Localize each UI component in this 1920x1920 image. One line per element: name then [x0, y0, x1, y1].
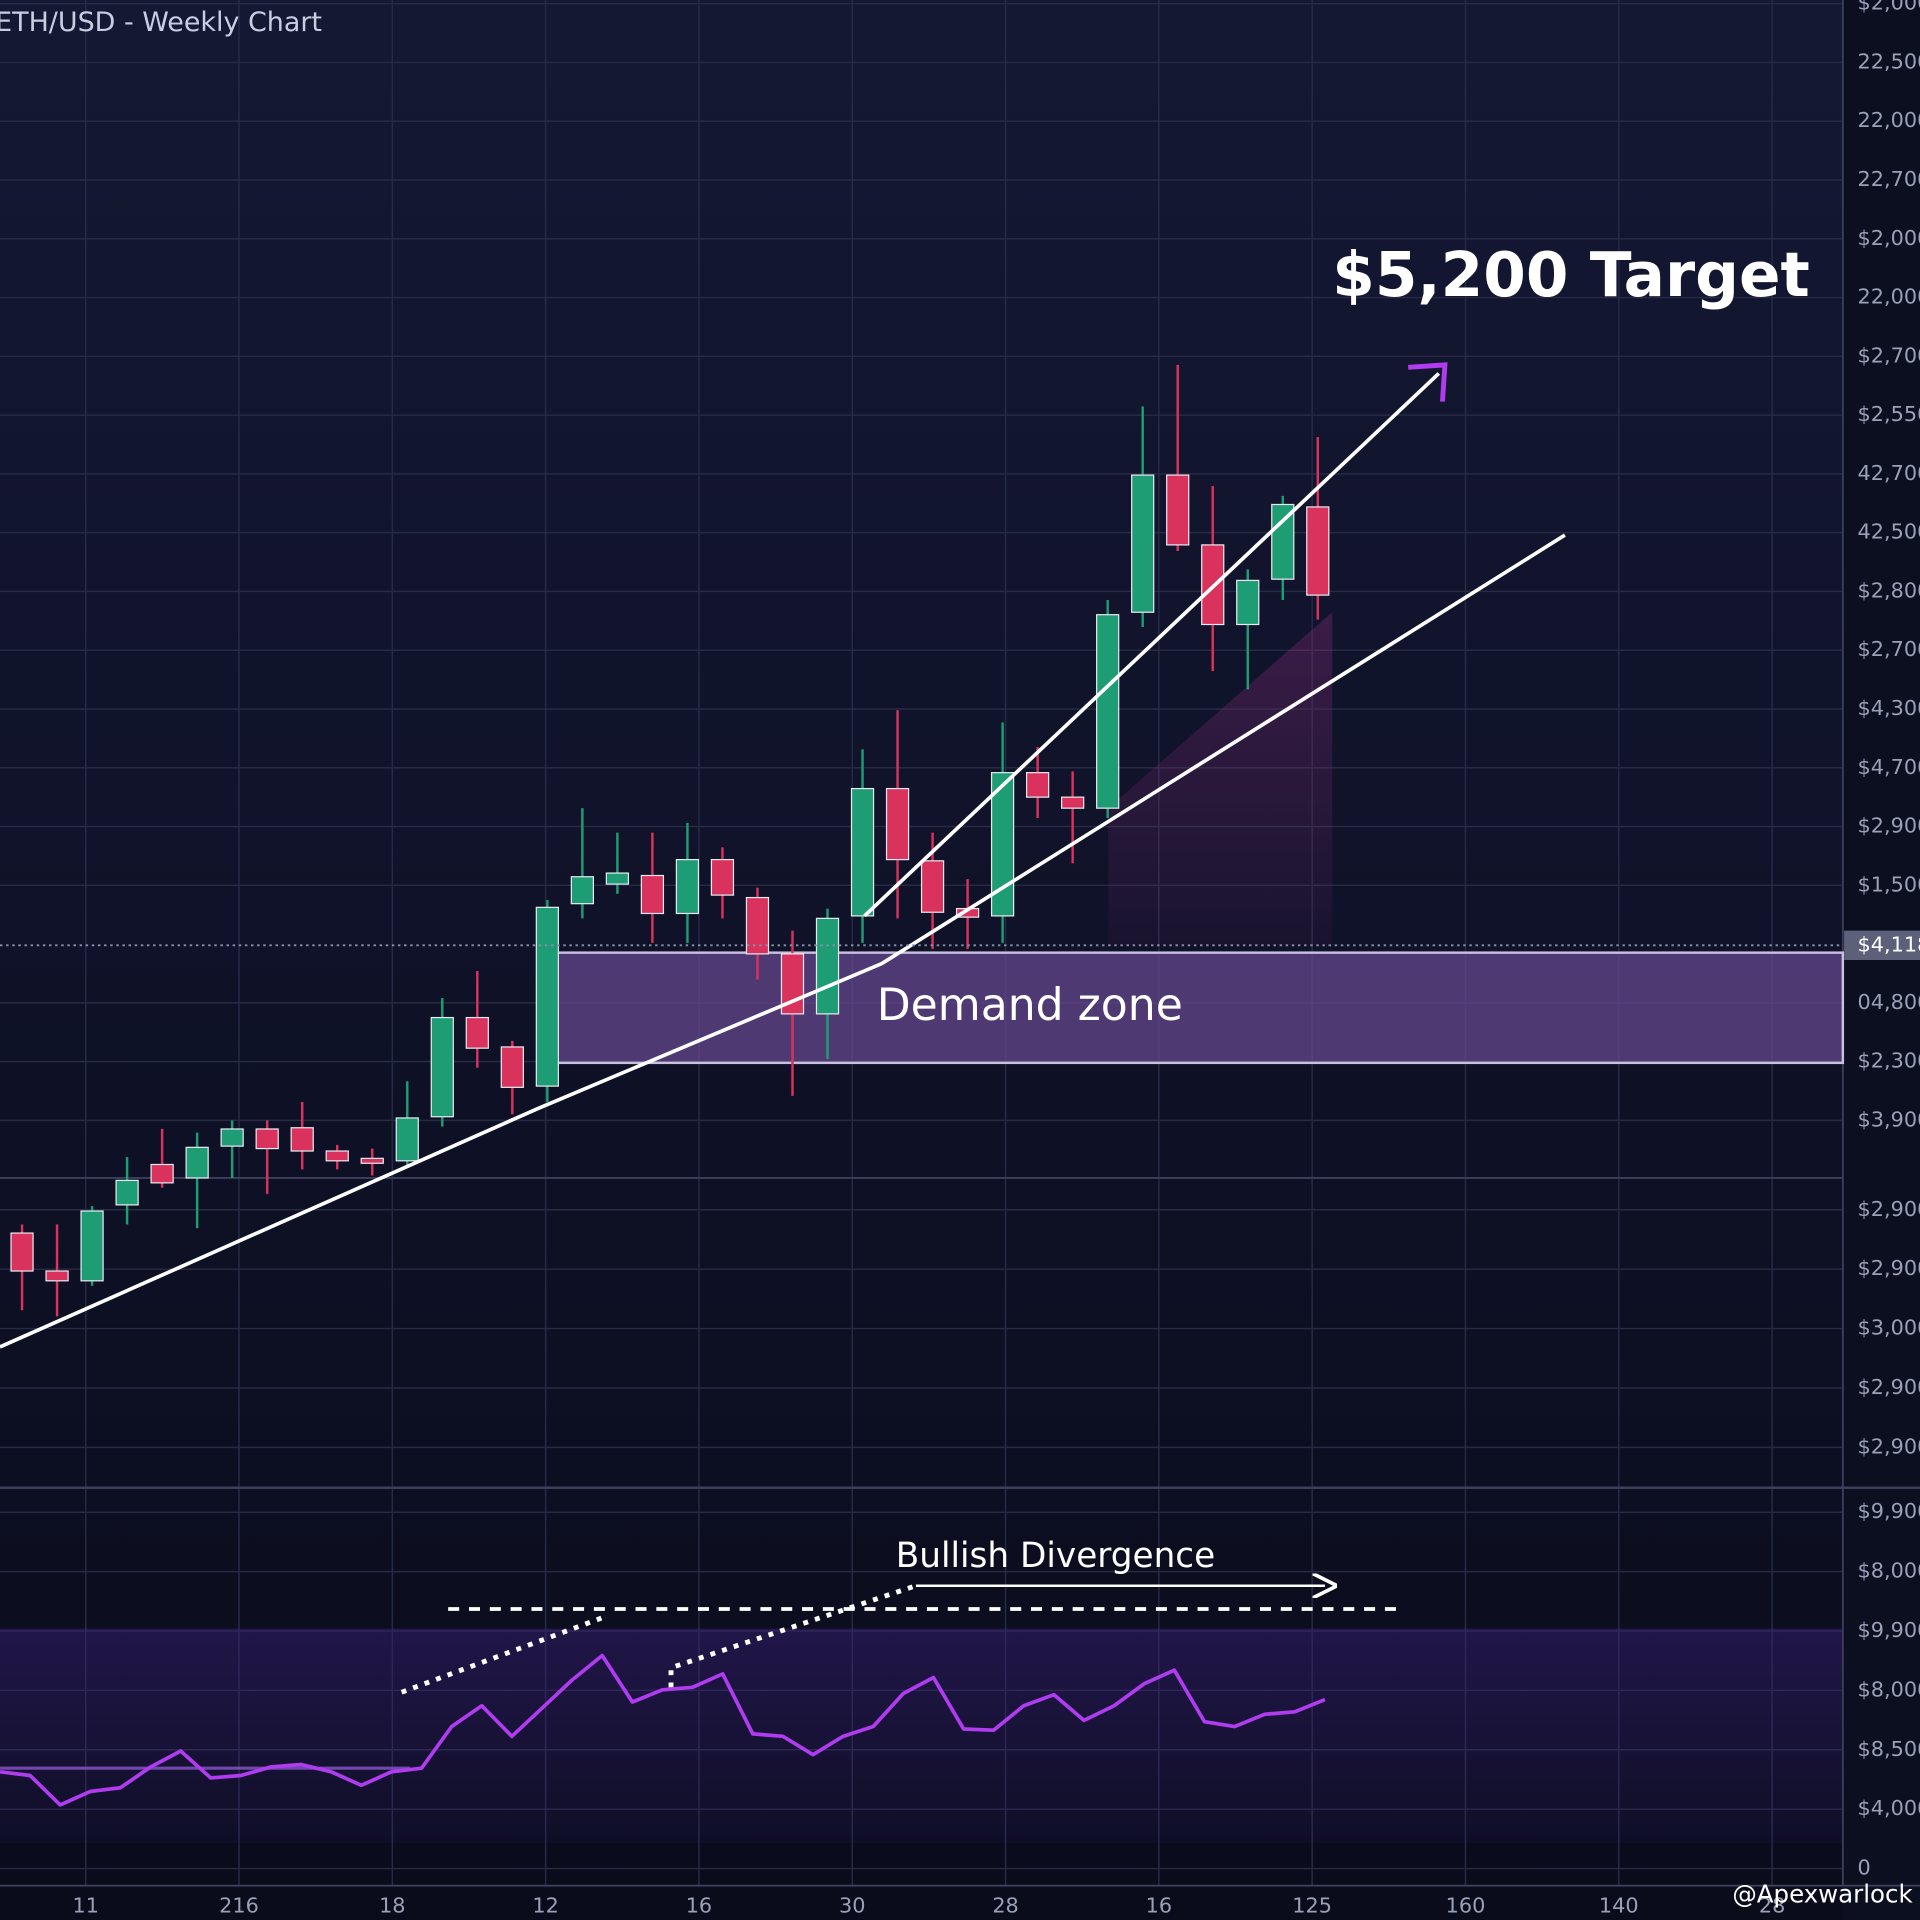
x-tick-label: 28: [992, 1894, 1018, 1918]
candle-body: [640, 874, 665, 915]
candle-body: [885, 787, 910, 861]
candle-body: [45, 1270, 69, 1282]
y-tick-label: $3,000: [1858, 1316, 1920, 1340]
x-tick-label: 16: [686, 1894, 712, 1918]
y-tick-label: $3,900: [1858, 1107, 1920, 1131]
watermark: @Apexwarlock: [1732, 1880, 1913, 1909]
y-tick-label: 22,700: [1858, 167, 1920, 191]
indicator-tick-label: $9,900: [1858, 1618, 1920, 1642]
candle-body: [115, 1179, 139, 1206]
chart-title: ETH/USD - Weekly Chart: [0, 7, 322, 38]
candle-body: [850, 787, 875, 917]
candle-body: [570, 876, 595, 905]
candle-body: [605, 872, 630, 885]
indicator-band: [0, 1628, 1843, 1843]
candle-body: [1096, 614, 1120, 809]
y-tick-label: $1,500: [1858, 872, 1920, 896]
candle-body: [1236, 579, 1260, 626]
y-tick-label: $2,000: [1858, 0, 1920, 15]
y-tick-label: 42,500: [1858, 520, 1920, 544]
target-arrow: [1408, 362, 1448, 402]
candle-body: [535, 906, 559, 1087]
y-tick-label: $2,800: [1858, 578, 1920, 602]
candle-body: [990, 772, 1015, 917]
y-tick-label: 22,000: [1858, 285, 1920, 309]
candle-body: [220, 1128, 244, 1147]
x-tick-label: 160: [1446, 1894, 1486, 1918]
target-line: [863, 372, 1441, 918]
x-tick-label: 11: [72, 1894, 98, 1918]
demand-zone: [549, 951, 1845, 1065]
y-tick-label: $2,900: [1858, 814, 1920, 838]
candle-body: [10, 1232, 34, 1272]
candle-body: [500, 1046, 524, 1088]
indicator-tick-label: $8,500: [1858, 1737, 1920, 1761]
current-price-label: $4,118: [1858, 932, 1920, 956]
trendline: [0, 533, 1566, 1349]
y-tick-label: $2,700: [1858, 343, 1920, 367]
y-tick-label: $2,900: [1858, 1256, 1920, 1280]
candle-body: [1306, 506, 1330, 596]
candle-body: [1166, 474, 1190, 546]
x-tick-label: 30: [839, 1894, 865, 1918]
candle-body: [395, 1117, 419, 1162]
candle-body: [1131, 474, 1155, 613]
y-tick-label: $2,700: [1858, 637, 1920, 661]
demand-zone-label: Demand zone: [877, 980, 1183, 1031]
y-tick-label: $2,550: [1858, 402, 1920, 426]
y-tick-label: $2,900: [1858, 1197, 1920, 1221]
indicator-tick-label: 0: [1858, 1856, 1871, 1880]
x-tick-label: 125: [1292, 1894, 1332, 1918]
candle-body: [255, 1128, 279, 1150]
y-tick-label: $2,900: [1858, 1375, 1920, 1399]
y-tick-label: $4,300: [1858, 696, 1920, 720]
y-tick-label: $4,700: [1858, 755, 1920, 779]
y-tick-label: $2,000: [1858, 226, 1920, 250]
x-tick-label: 16: [1146, 1894, 1172, 1918]
indicator-tick-label: $4,000: [1858, 1796, 1920, 1820]
x-tick-label: 18: [379, 1894, 405, 1918]
indicator-tick-label: $8,000: [1858, 1559, 1920, 1583]
demand-zone-group: Demand zone: [549, 951, 1845, 1065]
candle-body: [290, 1127, 314, 1152]
candle-body: [815, 917, 840, 1015]
candle-body: [745, 896, 770, 955]
indicator-line: [0, 1653, 1326, 1807]
y-tick-label: $2,900: [1858, 1434, 1920, 1458]
candle-body: [1271, 503, 1295, 580]
candle-body: [920, 860, 945, 913]
candle-body: [465, 1016, 489, 1049]
x-tick-label: 28: [1759, 1894, 1785, 1918]
candle-body: [185, 1146, 209, 1179]
candle-body: [80, 1210, 104, 1282]
y-tick-label: 04,800: [1858, 990, 1920, 1014]
y-tick-label: $2,300: [1858, 1049, 1920, 1073]
candles: [10, 364, 1330, 1317]
price-fill: [1108, 612, 1333, 946]
y-tick-label: 42,700: [1858, 461, 1920, 485]
indicator-tick-label: $9,900: [1858, 1499, 1920, 1523]
candle-body: [430, 1016, 454, 1118]
candle-body: [1026, 772, 1050, 798]
candle-body: [710, 858, 735, 896]
y-tick-label: 22,000: [1858, 108, 1920, 132]
candle-body: [360, 1157, 384, 1164]
candle-body: [1061, 796, 1085, 809]
indicator-tick-label: $8,000: [1858, 1677, 1920, 1701]
indicator: [0, 1653, 1326, 1807]
x-tick-label: 12: [532, 1894, 558, 1918]
target-label: $5,200 Target: [1332, 240, 1810, 311]
candle-body: [150, 1163, 174, 1184]
x-tick-label: 216: [219, 1894, 259, 1918]
y-tick-label: 22,500: [1858, 49, 1920, 73]
candle-body: [675, 858, 700, 915]
divergence-label: Bullish Divergence: [896, 1536, 1215, 1576]
current-price-tag: [1844, 930, 1920, 960]
x-tick-label: 140: [1599, 1894, 1639, 1918]
candle-body: [325, 1150, 349, 1162]
